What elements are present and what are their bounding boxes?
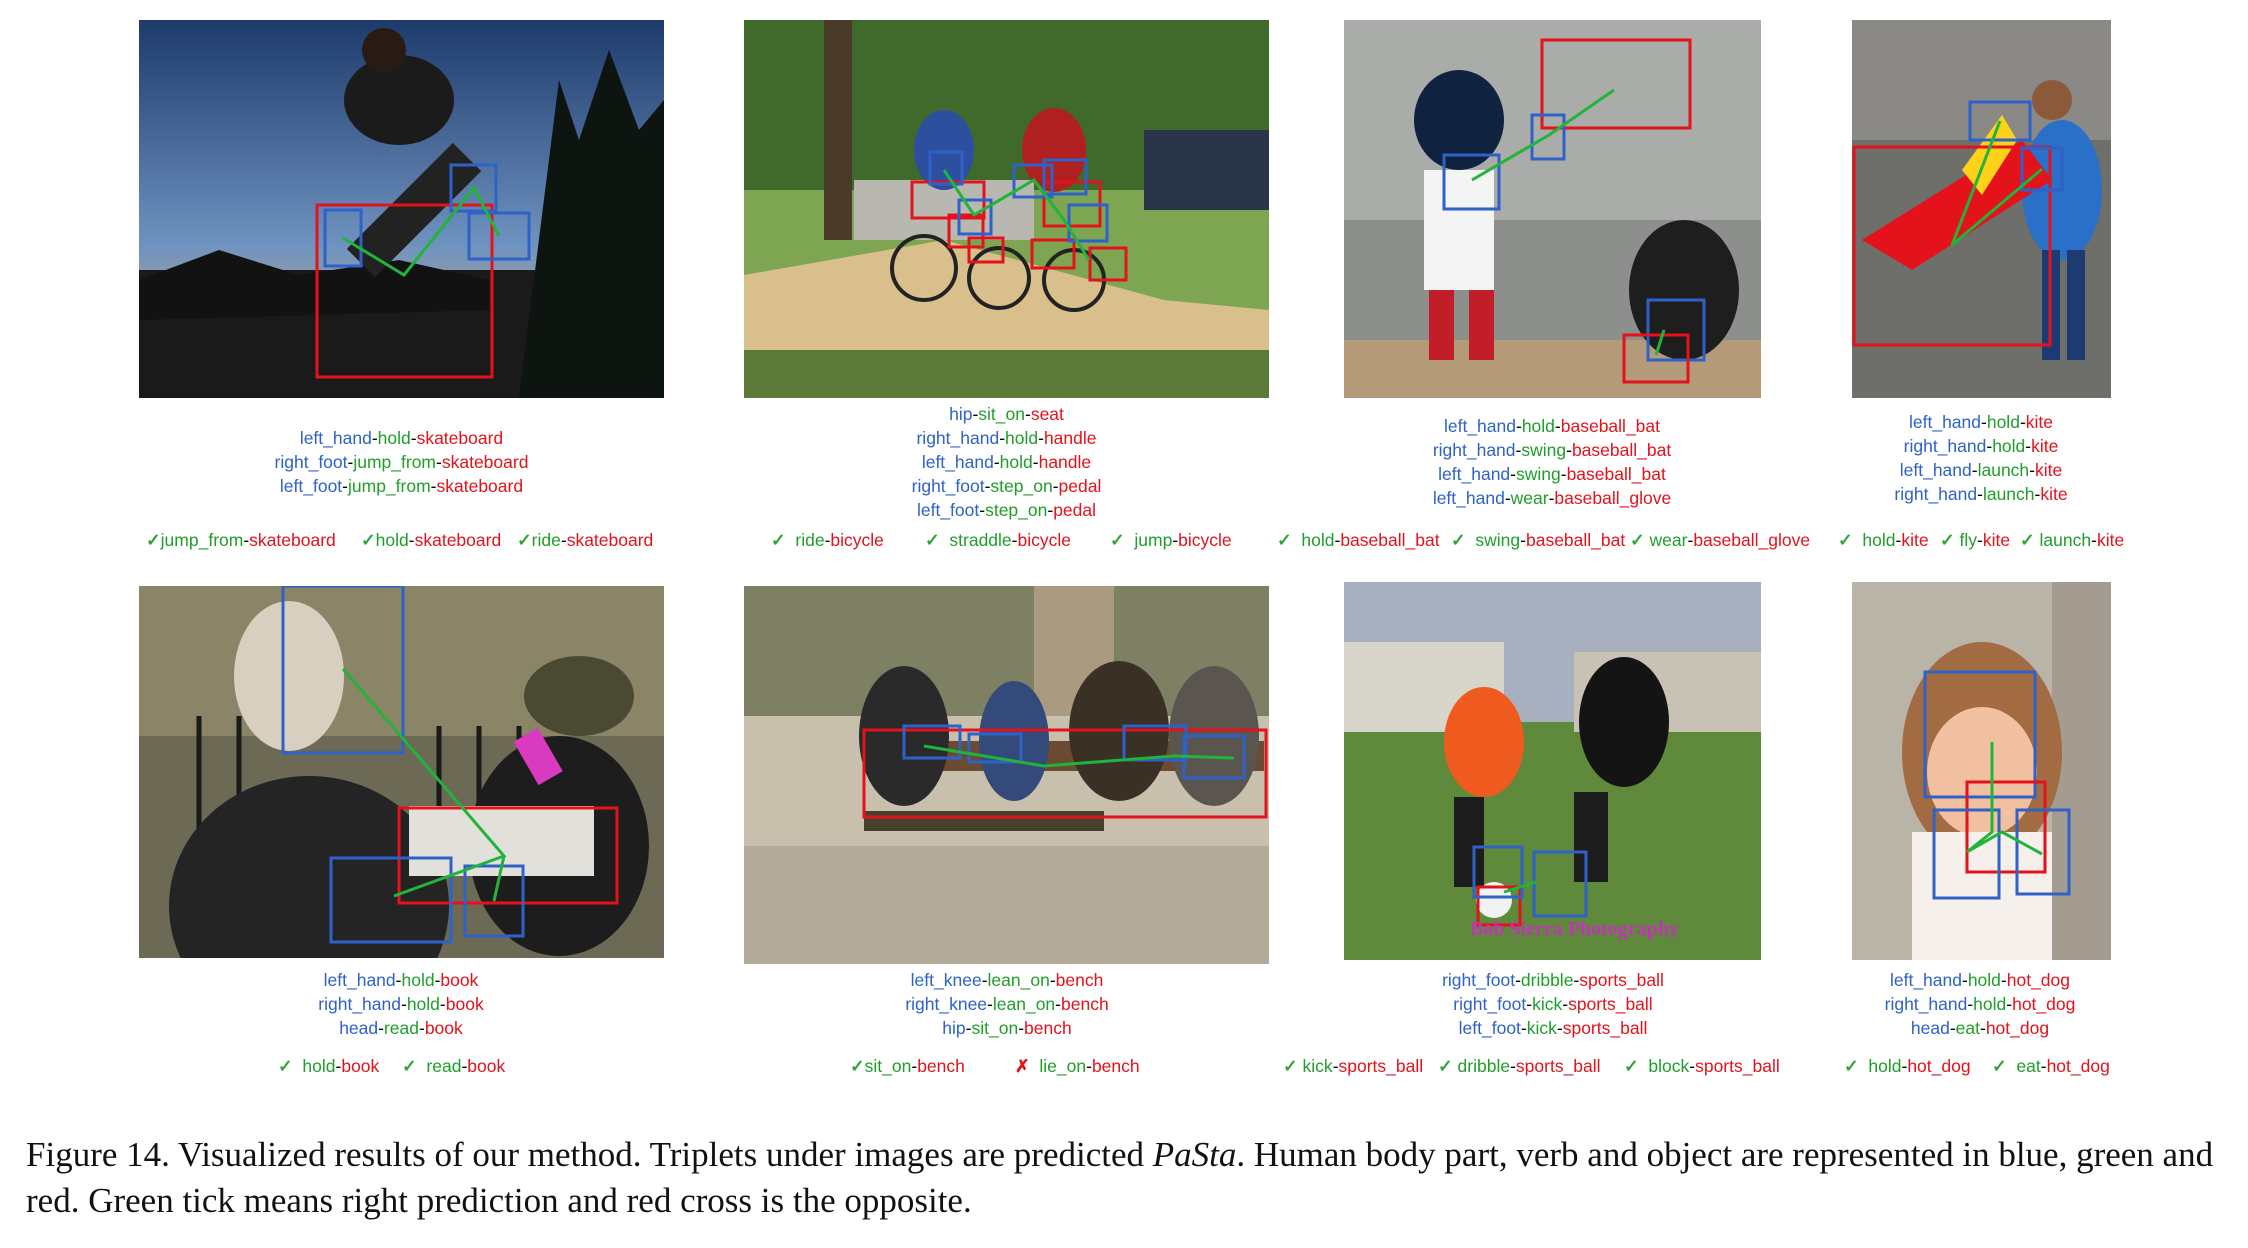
verb-prediction: ✓ hold-baseball_bat bbox=[1277, 530, 1440, 550]
verb-prediction: ✓ read-book bbox=[402, 1056, 506, 1076]
triplets-p2: hip-sit_on-seat right_hand-hold-handle l… bbox=[869, 402, 1144, 522]
triplet-line: left_hand-launch-kite bbox=[1899, 460, 2063, 480]
triplet-line: left_foot-step_on-pedal bbox=[916, 500, 1097, 520]
triplet-line: left_hand-hold-skateboard bbox=[299, 428, 504, 448]
verb-prediction: ✓ ride-bicycle bbox=[771, 530, 884, 550]
caption-text-2: . Human body part, verb and object are r… bbox=[26, 1135, 2214, 1220]
verb-prediction: ✓ hold-book bbox=[278, 1056, 380, 1076]
triplets-p4: left_hand-hold-kite right_hand-hold-kite… bbox=[1876, 410, 2086, 506]
caption-pasta: PaSta bbox=[1152, 1135, 1237, 1174]
triplet-line: right_foot-step_on-pedal bbox=[911, 476, 1102, 496]
triplet-line: left_knee-lean_on-bench bbox=[910, 970, 1104, 990]
triplet-line: left_hand-hold-kite bbox=[1909, 412, 2053, 432]
triplets-p6: left_knee-lean_on-bench right_knee-lean_… bbox=[876, 968, 1138, 1040]
triplet-line: right_hand-hold-book bbox=[318, 994, 484, 1014]
verb-prediction: ✓ jump-bicycle bbox=[1110, 530, 1232, 550]
photo-bmx-riders bbox=[744, 20, 1269, 398]
verb-prediction: ✓ straddle-bicycle bbox=[925, 530, 1071, 550]
triplet-line: left_hand-wear-baseball_glove bbox=[1432, 488, 1672, 508]
triplet-line: left_hand-swing-baseball_bat bbox=[1438, 464, 1666, 484]
triplets-p5: left_hand-hold-book right_hand-hold-book… bbox=[276, 968, 526, 1040]
verb-prediction: ✓ block-sports_ball bbox=[1624, 1056, 1780, 1076]
verb-prediction: ✓ launch-kite bbox=[2020, 530, 2125, 550]
triplet-line: left_hand-hold-book bbox=[323, 970, 479, 990]
triplet-line: right_foot-jump_from-skateboard bbox=[274, 452, 529, 472]
triplets-p1: left_hand-hold-skateboard right_foot-jum… bbox=[264, 426, 539, 498]
triplet-line: right_hand-launch-kite bbox=[1894, 484, 2068, 504]
verb-prediction: ✓ dribble-sports_ball bbox=[1438, 1056, 1601, 1076]
verb-prediction: ✓ wear-baseball_glove bbox=[1630, 530, 1811, 550]
verb-prediction: ✓ eat-hot_dog bbox=[1992, 1056, 2110, 1076]
verb-prediction: ✓ hold-hot_dog bbox=[1844, 1056, 1971, 1076]
triplet-line: hip-sit_on-bench bbox=[942, 1018, 1072, 1038]
verb-prediction: ✓ swing-baseball_bat bbox=[1451, 530, 1626, 550]
figure-caption: Figure 14. Visualized results of our met… bbox=[26, 1132, 2236, 1224]
triplets-p7: right_foot-dribble-sports_ball right_foo… bbox=[1413, 968, 1693, 1040]
verb-prediction: ✓jump_from-skateboard bbox=[146, 530, 336, 550]
triplet-line: head-eat-hot_dog bbox=[1910, 1018, 2050, 1038]
verb-prediction: ✓ kick-sports_ball bbox=[1283, 1056, 1424, 1076]
triplet-line: left_foot-kick-sports_ball bbox=[1458, 1018, 1648, 1038]
verbs-row1: ✓jump_from-skateboard ✓hold-skateboard ✓… bbox=[0, 528, 2248, 552]
photo-soccer-kids: Bob Sierra Photography bbox=[1344, 582, 1761, 960]
verb-prediction: ✓ hold-kite bbox=[1838, 530, 1929, 550]
photo-skateboarder bbox=[139, 20, 664, 398]
verbs-row2: ✓ hold-book ✓ read-book ✓sit_on-bench ✗ … bbox=[0, 1054, 2248, 1078]
triplets-p3: left_hand-hold-baseball_bat right_hand-s… bbox=[1412, 414, 1692, 510]
triplet-line: left_foot-jump_from-skateboard bbox=[279, 476, 524, 496]
figure-label: Figure 14. bbox=[26, 1135, 170, 1174]
triplet-line: left_hand-hold-handle bbox=[921, 452, 1092, 472]
triplet-line: right_knee-lean_on-bench bbox=[905, 994, 1109, 1014]
verb-prediction: ✓ fly-kite bbox=[1940, 530, 2011, 550]
triplet-line: right_hand-hold-kite bbox=[1903, 436, 2059, 456]
triplet-line: head-read-book bbox=[339, 1018, 463, 1038]
verb-prediction: ✓sit_on-bench bbox=[850, 1056, 965, 1076]
triplet-line: right_foot-dribble-sports_ball bbox=[1442, 970, 1664, 990]
triplets-p8: left_hand-hold-hot_dog right_hand-hold-h… bbox=[1860, 968, 2100, 1040]
triplet-line: right_hand-swing-baseball_bat bbox=[1432, 440, 1672, 460]
verb-prediction: ✓ride-skateboard bbox=[517, 530, 654, 550]
watermark: Bob Sierra Photography bbox=[1470, 918, 1679, 940]
triplet-line: left_hand-hold-hot_dog bbox=[1889, 970, 2071, 990]
verb-prediction: ✗ lie_on-bench bbox=[1015, 1056, 1140, 1076]
verb-prediction: ✓hold-skateboard bbox=[361, 530, 502, 550]
photo-kite-boy bbox=[1852, 20, 2111, 398]
caption-text: Visualized results of our method. Triple… bbox=[178, 1135, 1145, 1174]
photo-man-reading bbox=[139, 586, 664, 958]
triplet-line: left_hand-hold-baseball_bat bbox=[1443, 416, 1660, 436]
triplet-line: right_foot-kick-sports_ball bbox=[1453, 994, 1653, 1014]
photo-baseball-batter bbox=[1344, 20, 1761, 398]
photo-people-bench bbox=[744, 586, 1269, 964]
triplet-line: right_hand-hold-hot_dog bbox=[1884, 994, 2076, 1014]
triplet-line: hip-sit_on-seat bbox=[949, 404, 1064, 424]
triplet-line: right_hand-hold-handle bbox=[916, 428, 1097, 448]
photo-toddler-hotdog bbox=[1852, 582, 2111, 960]
